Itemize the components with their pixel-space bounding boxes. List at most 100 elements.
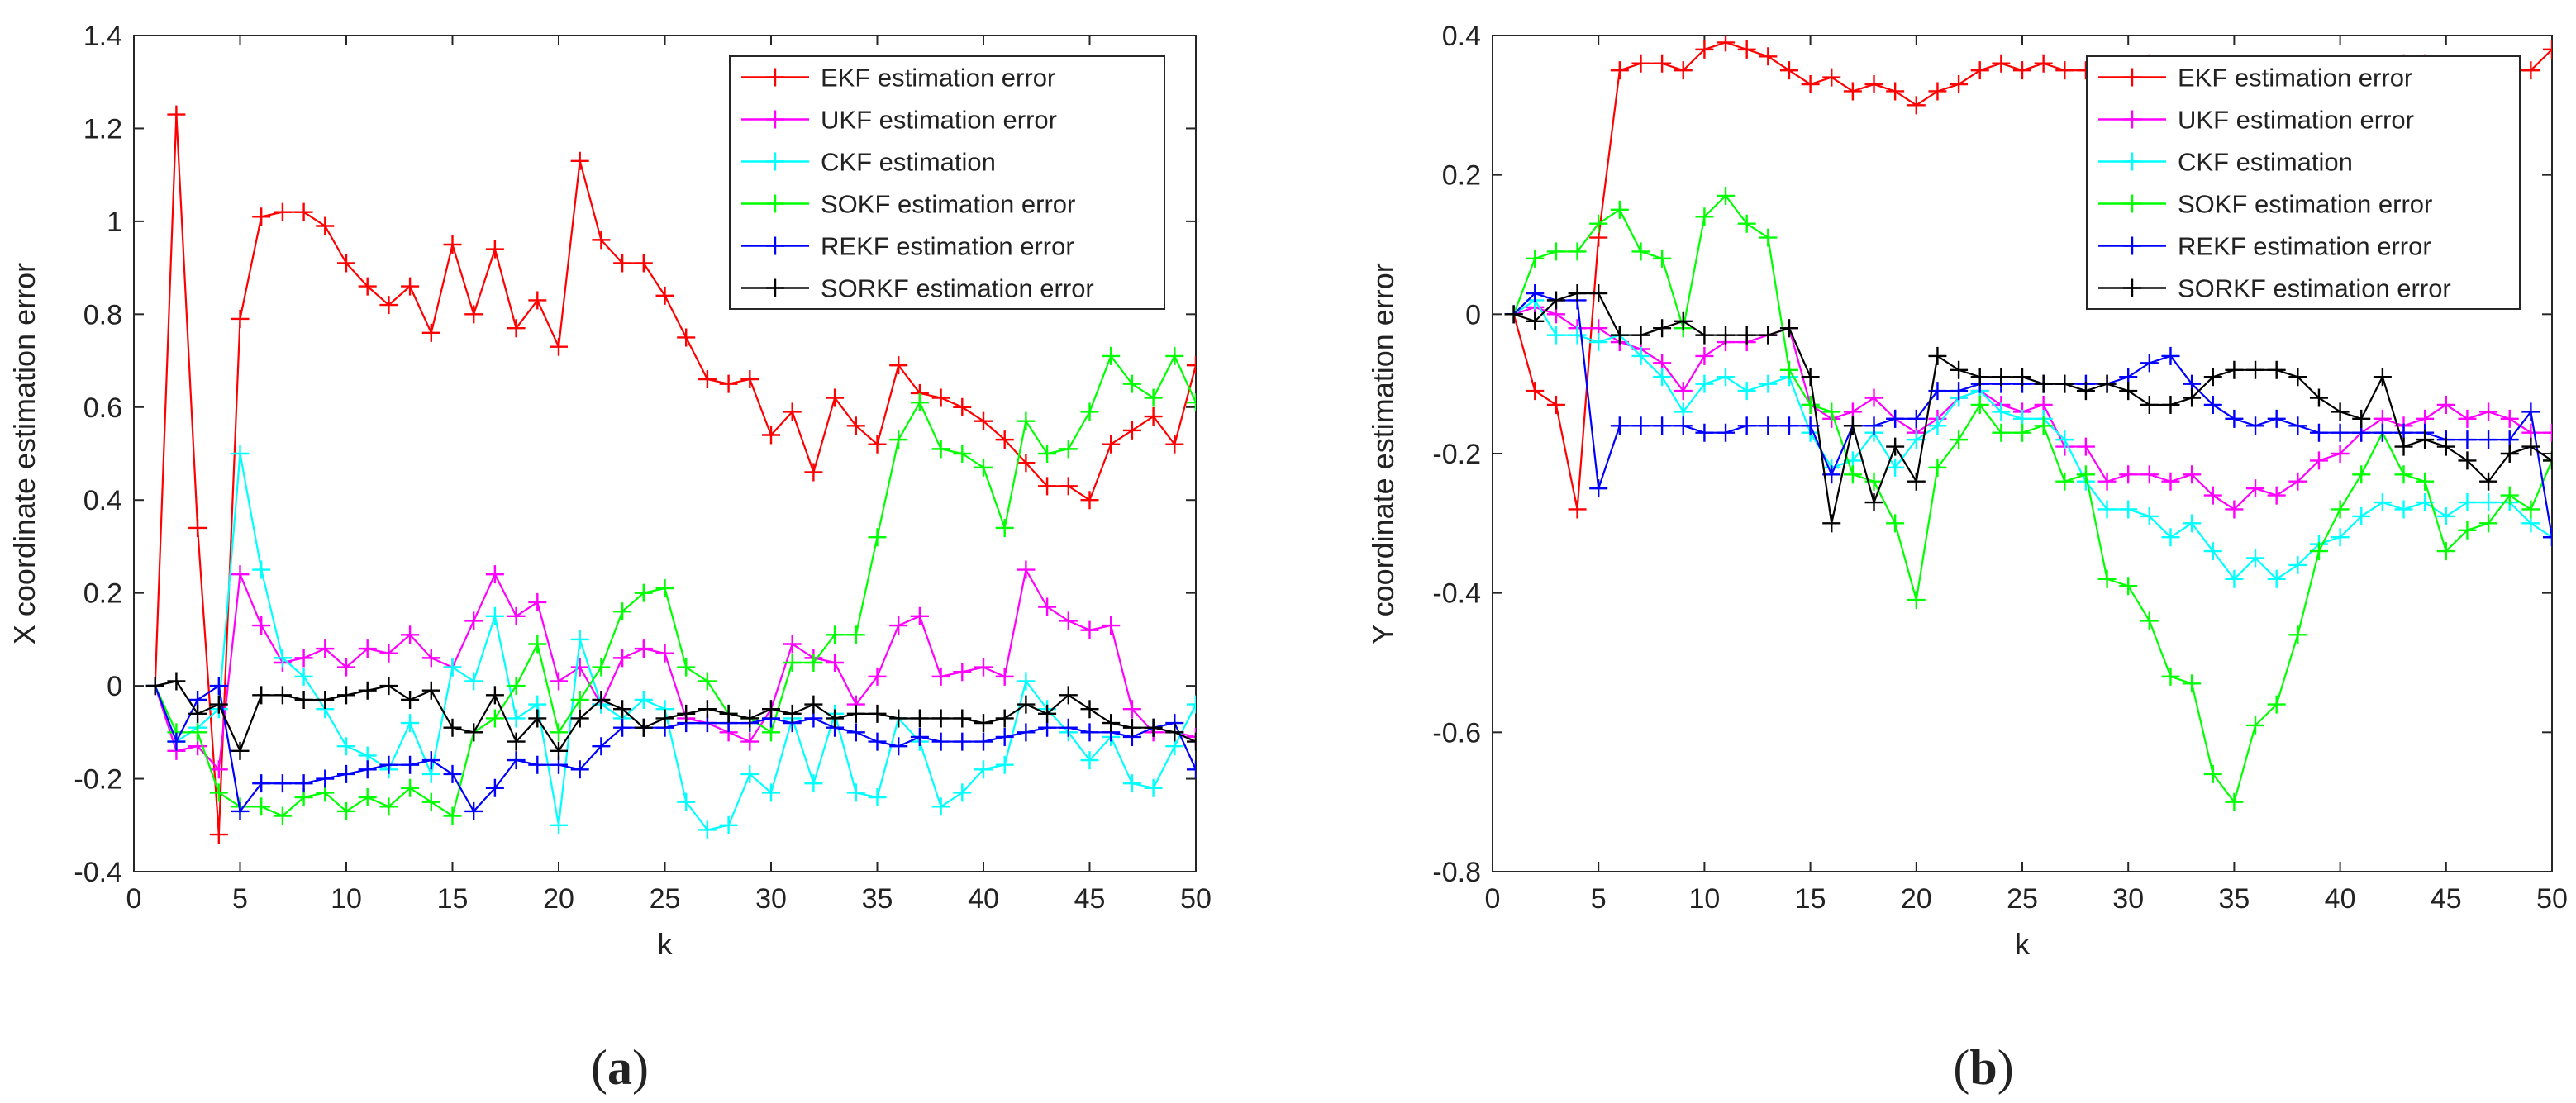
x-tick-label: 30 bbox=[755, 883, 787, 915]
data-point-marker bbox=[2246, 360, 2265, 379]
data-point-marker bbox=[188, 704, 207, 723]
data-point-marker bbox=[252, 774, 271, 793]
data-point-marker bbox=[1187, 356, 1196, 375]
data-point-marker bbox=[2203, 764, 2222, 783]
data-point-marker bbox=[1822, 465, 1841, 484]
x-tick-label: 40 bbox=[968, 883, 999, 915]
data-point-marker bbox=[1610, 61, 1629, 80]
data-point-marker bbox=[1631, 326, 1650, 345]
x-tick-label: 25 bbox=[650, 883, 681, 915]
data-point-marker bbox=[1653, 319, 1672, 338]
data-point-marker bbox=[1717, 36, 1736, 52]
data-point-marker bbox=[2034, 416, 2053, 435]
data-point-marker bbox=[677, 658, 696, 677]
data-point-marker bbox=[2076, 382, 2095, 401]
data-point-marker bbox=[2543, 451, 2552, 470]
data-point-marker bbox=[528, 755, 547, 774]
data-point-marker bbox=[889, 356, 908, 375]
series-sokf bbox=[145, 346, 1196, 825]
data-point-marker bbox=[485, 565, 504, 584]
data-point-marker bbox=[1102, 714, 1121, 733]
x-tick-label: 10 bbox=[331, 883, 362, 915]
data-point-marker bbox=[2203, 486, 2222, 505]
data-point-marker bbox=[528, 635, 547, 654]
data-point-marker bbox=[1737, 416, 1756, 435]
series-line bbox=[1513, 306, 2552, 511]
data-point-marker bbox=[613, 700, 632, 719]
legend-label: EKF estimation error bbox=[821, 64, 1055, 93]
series-sokf bbox=[1504, 186, 2552, 811]
data-point-marker bbox=[2267, 695, 2286, 714]
data-point-marker bbox=[995, 709, 1014, 728]
data-point-marker bbox=[1928, 458, 1947, 477]
data-point-marker bbox=[889, 430, 908, 449]
data-point-marker bbox=[507, 606, 526, 625]
data-point-marker bbox=[719, 704, 738, 723]
data-point-marker bbox=[167, 732, 186, 751]
data-point-marker bbox=[995, 755, 1014, 774]
data-point-marker bbox=[2500, 445, 2519, 463]
data-point-marker bbox=[1144, 778, 1163, 797]
data-point-marker bbox=[783, 402, 802, 421]
legend-label: SORKF estimation error bbox=[2178, 274, 2451, 303]
data-point-marker bbox=[550, 672, 568, 691]
data-point-marker bbox=[2267, 409, 2286, 428]
data-point-marker bbox=[1717, 326, 1736, 345]
data-point-marker bbox=[2203, 368, 2222, 387]
data-point-marker bbox=[2416, 472, 2435, 491]
legend-swatch-marker bbox=[766, 152, 784, 171]
data-point-marker bbox=[337, 658, 355, 677]
x-tick-label: 20 bbox=[543, 883, 574, 915]
data-point-marker bbox=[2203, 542, 2222, 561]
data-point-marker bbox=[443, 806, 462, 825]
data-point-marker bbox=[974, 760, 993, 779]
y-tick-label: 0.2 bbox=[83, 578, 122, 610]
data-point-marker bbox=[1653, 368, 1672, 387]
data-point-marker bbox=[1992, 368, 2011, 387]
data-point-marker bbox=[1187, 727, 1196, 746]
data-point-marker bbox=[2161, 472, 2180, 491]
data-point-marker bbox=[2183, 674, 2202, 693]
legend-swatch-marker bbox=[766, 236, 784, 255]
data-point-marker bbox=[1674, 416, 1693, 435]
data-point-marker bbox=[1737, 40, 1756, 59]
data-point-marker bbox=[2119, 465, 2138, 484]
data-point-marker bbox=[1674, 61, 1693, 80]
data-point-marker bbox=[252, 686, 271, 705]
data-point-marker bbox=[910, 393, 929, 412]
data-point-marker bbox=[1526, 311, 1545, 330]
y-tick-label: 1.4 bbox=[83, 21, 122, 52]
data-point-marker bbox=[485, 240, 504, 259]
data-point-marker bbox=[1187, 695, 1196, 714]
data-point-marker bbox=[910, 727, 929, 746]
data-point-marker bbox=[974, 658, 993, 677]
legend-swatch-marker bbox=[2123, 110, 2141, 129]
data-point-marker bbox=[443, 764, 462, 783]
data-point-marker bbox=[507, 319, 526, 338]
legend-swatch-marker bbox=[2123, 152, 2141, 171]
data-point-marker bbox=[846, 704, 865, 723]
legend-box bbox=[729, 55, 1165, 310]
legend-label: REKF estimation error bbox=[821, 232, 1074, 261]
data-point-marker bbox=[1717, 423, 1736, 442]
data-point-marker bbox=[740, 764, 759, 783]
data-point-marker bbox=[1631, 54, 1650, 73]
data-point-marker bbox=[1759, 326, 1778, 345]
x-tick-label: 0 bbox=[126, 883, 142, 915]
data-point-marker bbox=[1928, 82, 1947, 101]
data-point-marker bbox=[1059, 477, 1078, 496]
series-line bbox=[154, 453, 1196, 831]
y-tick-label: -0.2 bbox=[74, 764, 122, 796]
data-point-marker bbox=[1653, 249, 1672, 268]
data-point-marker bbox=[1864, 493, 1883, 512]
data-point-marker bbox=[2288, 368, 2307, 387]
data-point-marker bbox=[2458, 430, 2477, 449]
legend-swatch-marker bbox=[766, 194, 784, 213]
panel-b: 0 5 10 15 20 25 30 35 40 45 50 -0.8 -0.6 -0.4 -0.2 0 0.2… bbox=[1366, 21, 2568, 1095]
data-point-marker bbox=[2076, 437, 2095, 456]
data-point-marker bbox=[931, 388, 950, 407]
data-point-marker bbox=[1737, 326, 1756, 345]
data-point-marker bbox=[1674, 311, 1693, 330]
data-point-marker bbox=[2225, 360, 2244, 379]
data-point-marker bbox=[2331, 402, 2350, 421]
